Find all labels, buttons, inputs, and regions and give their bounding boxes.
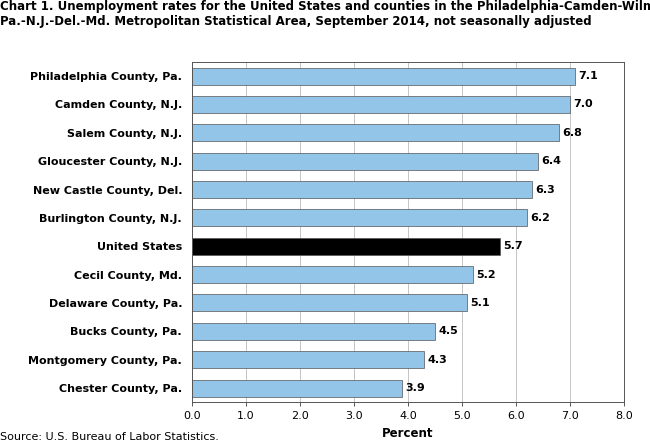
Text: 6.2: 6.2 [530,213,550,223]
Bar [192,210,526,226]
Bar [192,181,532,198]
Text: Chart 1. Unemployment rates for the United States and counties in the Philadelph: Chart 1. Unemployment rates for the Unit… [0,0,650,28]
Text: 4.5: 4.5 [438,326,458,336]
Bar [192,124,559,141]
Text: 4.3: 4.3 [427,354,447,365]
Bar [192,238,500,255]
Text: 7.0: 7.0 [573,99,593,110]
Text: 6.4: 6.4 [541,156,561,166]
Bar [192,68,575,84]
Bar [192,96,570,113]
Text: 6.3: 6.3 [536,184,555,194]
Text: 6.8: 6.8 [562,128,582,138]
Text: 5.1: 5.1 [471,298,490,308]
Text: 5.2: 5.2 [476,270,495,280]
Bar [192,266,473,283]
Bar [192,351,424,368]
Bar [192,294,467,312]
Text: 7.1: 7.1 [578,71,599,81]
Text: 5.7: 5.7 [503,241,523,251]
Bar [192,380,402,396]
Text: Source: U.S. Bureau of Labor Statistics.: Source: U.S. Bureau of Labor Statistics. [0,432,219,442]
X-axis label: Percent: Percent [382,427,434,440]
Bar [192,152,538,170]
Bar [192,323,435,340]
Text: 3.9: 3.9 [406,383,426,393]
